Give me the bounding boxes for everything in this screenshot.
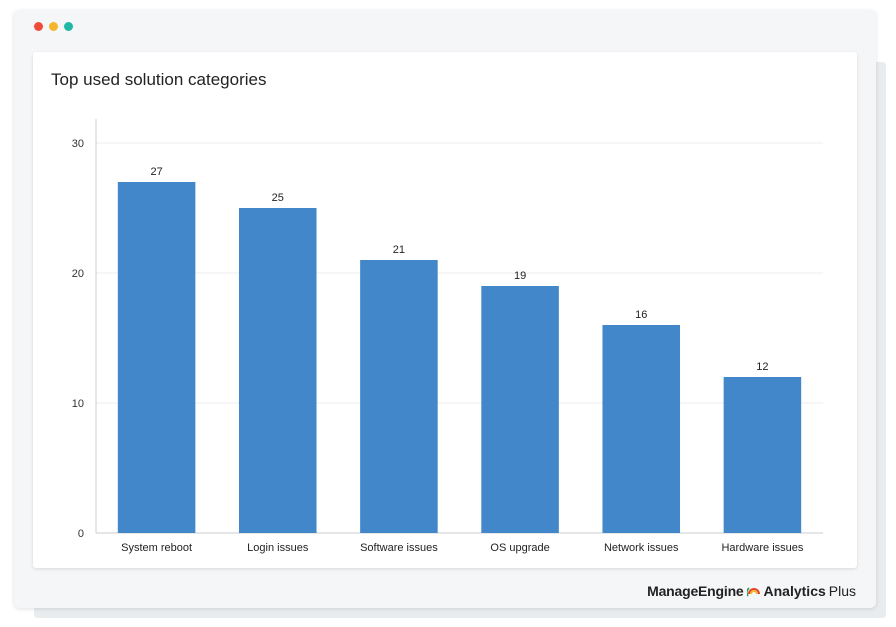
y-tick-label: 20 bbox=[72, 268, 84, 280]
window-controls bbox=[34, 22, 73, 31]
data-label: 19 bbox=[514, 270, 526, 282]
chart-title: Top used solution categories bbox=[51, 70, 267, 89]
close-dot[interactable] bbox=[34, 22, 43, 31]
data-label: 12 bbox=[756, 361, 768, 373]
chart-card: Top used solution categories 0 10 20 30 27 Sy… bbox=[33, 52, 857, 568]
x-tick-label: OS upgrade bbox=[490, 542, 549, 554]
minimize-dot[interactable] bbox=[49, 22, 58, 31]
y-tick-label: 10 bbox=[72, 398, 84, 410]
brand-logo: ManageEngine Analytics Plus bbox=[647, 583, 856, 599]
bar-chart: 0 10 20 30 27 System reboot 25 Login issues 21 So… bbox=[72, 119, 823, 554]
x-tick-label: Software issues bbox=[360, 542, 438, 554]
manageengine-arc-icon bbox=[746, 587, 760, 597]
bar bbox=[602, 325, 681, 533]
data-label: 21 bbox=[393, 244, 405, 256]
app-window: Top used solution categories 0 10 20 30 27 Sy… bbox=[14, 10, 876, 608]
x-tick-label: Network issues bbox=[604, 542, 679, 554]
bar bbox=[723, 377, 802, 533]
y-tick-label: 0 bbox=[78, 528, 84, 540]
x-tick-label: System reboot bbox=[121, 542, 192, 554]
bar bbox=[238, 208, 317, 533]
bar bbox=[360, 260, 438, 533]
brand-analytics: Analytics bbox=[763, 583, 826, 599]
data-label: 16 bbox=[635, 309, 647, 321]
brand-plus: Plus bbox=[828, 583, 856, 599]
maximize-dot[interactable] bbox=[64, 22, 73, 31]
brand-manageengine: ManageEngine bbox=[647, 583, 744, 599]
y-tick-label: 30 bbox=[72, 138, 84, 150]
data-label: 27 bbox=[150, 166, 162, 178]
x-tick-label: Hardware issues bbox=[721, 542, 803, 554]
x-tick-label: Login issues bbox=[247, 542, 309, 554]
bar bbox=[481, 286, 559, 533]
bar bbox=[117, 182, 196, 533]
data-label: 25 bbox=[272, 192, 284, 204]
